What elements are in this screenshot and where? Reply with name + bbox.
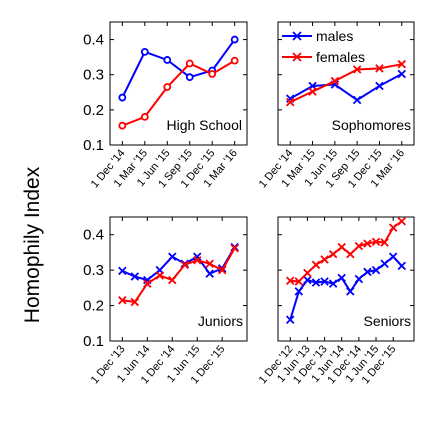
data-point-females [328,249,338,259]
data-point-females [397,59,406,69]
chart-panels: 0.1 0.2 0.3 0.4 1 Dec '141 Mar '151 Jun '151… [83,21,415,386]
data-point-females [375,64,384,73]
data-point-females [371,237,381,247]
data-point-males [163,56,172,64]
axes-frame [277,21,415,146]
data-point-females [130,297,140,307]
data-point-males [363,267,372,277]
data-point-females [294,277,304,286]
axes-frame [109,216,248,342]
data-point-males [294,287,304,296]
data-point-males [388,252,398,261]
legend-label: males [316,28,353,44]
series-line-females [289,63,402,104]
data-point-males [205,269,214,278]
y-tick-label: 0.1 [83,333,104,350]
data-point-females [354,241,364,251]
series-line-males [121,38,236,98]
data-point-males [118,93,127,102]
data-point-males [118,266,127,276]
y-tick-label: 0.2 [83,102,104,119]
data-point-females [346,249,355,259]
panel-label: High School [167,117,243,133]
series-line-females [121,59,236,127]
panel-2: 1 Dec '141 Mar '151 Jun '151 Sep '151 De… [257,21,415,190]
panel-1: 0.10.20.30.41 Dec '141 Mar '151 Jun '151… [83,21,248,190]
legend-label: females [316,49,365,65]
data-point-males [397,69,406,79]
data-point-males [328,279,338,288]
data-point-females [308,87,317,96]
data-point-males [397,261,406,271]
data-point-females [286,276,295,286]
data-point-females [363,239,372,248]
data-point-females [155,271,165,280]
y-tick-label: 0.2 [83,298,104,315]
data-point-females [352,65,362,74]
legend-entry-males: males [282,28,353,44]
data-point-females [143,279,152,288]
panel-4: 1 Dec '121 Jun '131 Dec '131 Jun '141 De… [257,216,415,386]
data-point-males [375,81,384,91]
series-line-males [121,246,236,282]
data-point-males [130,272,140,281]
data-point-males [354,274,364,284]
panel-label: Seniors [364,313,411,329]
series-line-females [122,247,236,304]
panel-label: Sophomores [332,117,411,133]
data-point-females [192,255,202,265]
data-point-females [286,97,295,107]
data-point-males [140,47,149,56]
data-point-females [303,268,312,278]
legend-entry-females: females [282,49,365,65]
data-point-females [205,259,214,269]
data-point-females [230,56,239,65]
panel-label: Juniors [198,313,243,329]
data-point-females [380,238,389,247]
axes-frame [109,21,248,146]
y-tick-label: 0.4 [83,227,104,244]
legend: males females [282,28,365,65]
series-line-males [289,73,403,102]
data-point-females [217,265,227,275]
data-point-males [320,277,329,286]
data-point-males [346,287,355,296]
data-point-males [311,278,321,287]
data-point-females [140,112,149,121]
data-point-females [311,260,321,270]
data-point-males [168,252,177,261]
y-tick-label: 0.1 [83,137,104,154]
data-point-males [352,95,362,105]
data-point-females [118,296,127,305]
data-point-females [337,242,346,252]
data-point-males [337,273,346,283]
y-tick-label: 0.4 [83,32,104,49]
data-point-females [163,83,172,91]
data-point-females [185,59,194,68]
data-point-females [208,70,217,78]
data-point-males [371,265,381,275]
data-point-females [397,217,406,226]
data-point-males [286,315,295,324]
data-point-females [320,255,329,264]
data-point-females [230,243,239,253]
data-point-females [118,121,127,130]
data-point-females [330,76,340,86]
data-point-males [230,35,239,44]
data-point-females [180,260,189,270]
axes-frame [277,216,415,342]
data-point-males [185,73,194,82]
data-point-males [380,259,389,269]
data-point-females [168,275,177,285]
y-axis-label: Homophily Index [21,166,44,323]
panel-3: 0.10.20.30.41 Dec '131 Jun '141 Dec '141… [83,216,248,386]
y-tick-label: 0.3 [83,262,104,279]
series-line-males [289,255,403,321]
data-point-females [388,223,398,232]
data-point-males [303,275,312,285]
y-tick-label: 0.3 [83,67,104,84]
